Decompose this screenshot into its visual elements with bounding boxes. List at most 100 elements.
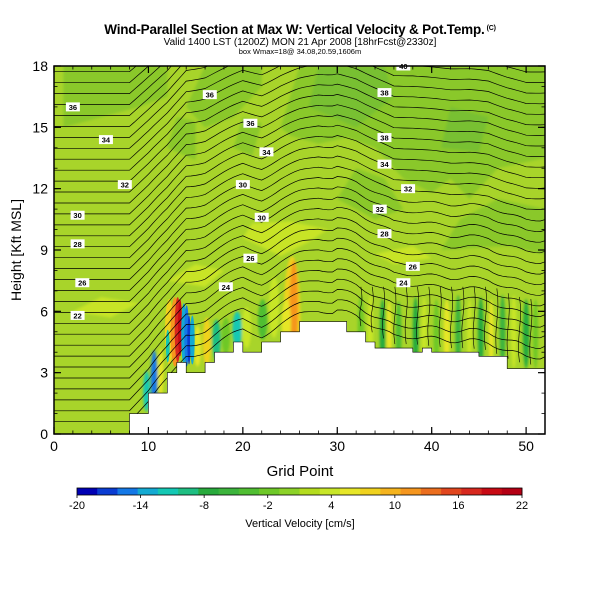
couplet-cell	[177, 299, 183, 357]
theta-contour	[54, 124, 545, 226]
sinking-core	[441, 106, 489, 152]
colorbar-swatch	[238, 488, 260, 495]
theta-contour	[54, 165, 545, 269]
contour-label-bg	[405, 261, 420, 271]
theta-contour	[54, 248, 545, 357]
theta-contour	[54, 278, 545, 390]
contour-label: 34	[380, 160, 389, 169]
colorbar-tick-label: -20	[69, 500, 85, 512]
colorbar-tick-label: -2	[263, 500, 273, 512]
chart-title: Wind-Parallel Section at Max W: Vertical…	[0, 22, 600, 37]
theta-contour	[54, 145, 545, 248]
valid-time-line: Valid 1400 LST (1200Z) MON 21 Apr 2008 […	[163, 37, 437, 48]
colorbar-swatch	[117, 488, 139, 495]
x-tick-label: 10	[141, 438, 157, 454]
y-axis-label: Height [Kft MSL]	[8, 199, 24, 301]
y-tick-label: 18	[32, 58, 48, 74]
field-shading	[63, 66, 545, 412]
colorbar-frame	[76, 487, 523, 496]
theta-contour	[54, 206, 545, 313]
convective-cell	[157, 348, 164, 398]
colorbar-swatch	[420, 488, 442, 495]
colorbar-tick-label: 4	[328, 500, 334, 512]
contour-label-bg	[372, 204, 387, 214]
sinking-core	[308, 66, 394, 128]
colorbar-swatch	[259, 488, 280, 495]
colorbar-swatch	[380, 488, 402, 495]
contour-label: 38	[380, 134, 388, 143]
chart-title-text: Wind-Parallel Section at Max W: Vertical…	[104, 22, 485, 37]
theta-contour	[54, 94, 545, 193]
colorbar-swatch	[481, 488, 503, 495]
convective-cell	[212, 319, 221, 361]
contour-label-bg	[254, 212, 269, 222]
colorbar-tick-label: 10	[389, 500, 401, 512]
colorbar-swatch	[299, 488, 321, 495]
convective-cell	[241, 307, 252, 349]
x-tick-label: 30	[329, 438, 345, 454]
rising-region	[375, 245, 432, 265]
copyright-mark: (C)	[486, 25, 496, 32]
convective-cell	[193, 325, 202, 367]
theta-contour	[54, 66, 545, 138]
theta-contour	[54, 196, 545, 302]
contour-label: 32	[376, 205, 384, 214]
contour-label-bg	[259, 147, 274, 157]
colorbar-tick-label: -14	[133, 500, 149, 512]
y-tick-label: 0	[40, 426, 48, 442]
colorbar-swatch	[360, 488, 381, 495]
contour-label: 22	[73, 311, 81, 320]
convective-cell	[232, 311, 242, 349]
colorbar-swatch	[501, 488, 523, 495]
contour-label: 32	[404, 185, 412, 194]
y-tick-label: 9	[40, 242, 48, 258]
max-w-couplet	[164, 297, 195, 367]
wave-cell-contour	[427, 286, 431, 346]
couplet-cell	[187, 315, 191, 365]
x-axis-label: Grid Point	[267, 463, 335, 480]
contour-label: 28	[380, 230, 388, 239]
colorbar-swatch	[400, 488, 422, 495]
colorbar-swatch	[77, 488, 98, 495]
convective-cell	[268, 276, 280, 338]
theta-contour	[54, 237, 545, 346]
colorbar-tick-label: 22	[516, 500, 528, 512]
theta-contour	[54, 176, 545, 280]
sinking-region	[167, 117, 196, 161]
x-tick-label: 40	[424, 438, 440, 454]
contour-label-bg	[218, 282, 233, 292]
contour-label: 32	[121, 181, 129, 190]
contour-label: 36	[206, 91, 214, 100]
x-tick-label: 50	[518, 438, 534, 454]
wave-cell-contour	[370, 286, 374, 333]
theta-contour	[54, 268, 545, 379]
x-tick-label: 20	[235, 438, 251, 454]
theta-contour	[54, 66, 150, 84]
colorbar-swatch	[319, 488, 341, 495]
contour-label-bg	[98, 135, 113, 145]
contour-label: 26	[78, 279, 86, 288]
theta-contour	[54, 104, 545, 204]
contour-label-bg	[70, 239, 85, 249]
contour-label: 36	[246, 119, 254, 128]
plot-area	[54, 66, 545, 434]
wave-band	[522, 299, 530, 369]
wave-cell-contour	[461, 286, 465, 349]
contour-label: 26	[246, 254, 254, 263]
colorbar-swatch	[137, 488, 159, 495]
rising-region	[167, 264, 224, 287]
wave-band	[466, 299, 473, 369]
box-max-line: box Wmax=18@ 34.08,20.59,1606m	[238, 47, 362, 56]
colorbar-swatch	[97, 488, 118, 495]
contour-label-bg	[75, 278, 90, 288]
y-tick-label: 3	[40, 365, 48, 381]
convective-cell	[202, 317, 212, 367]
theta-contour	[54, 66, 162, 94]
wave-cell-contour	[518, 296, 521, 363]
y-tick-label: 12	[32, 181, 48, 197]
contour-label-bg	[70, 210, 85, 220]
contour-label-bg	[401, 184, 416, 194]
colorbar-label: Vertical Velocity [cm/s]	[245, 518, 354, 530]
theta-contour	[54, 114, 545, 215]
